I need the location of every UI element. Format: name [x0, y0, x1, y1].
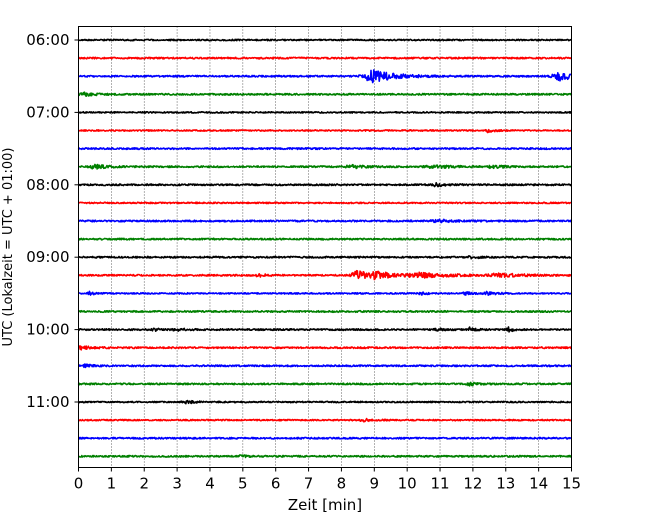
y-tick-label: 10:00: [26, 321, 69, 339]
trace-1130: [78, 436, 572, 440]
x-tick-label: 4: [205, 475, 215, 493]
trace-0900: [78, 255, 572, 260]
y-tick-label: 06:00: [26, 31, 69, 49]
x-tick-label: 5: [238, 475, 248, 493]
y-tick-label: 07:00: [26, 103, 69, 121]
trace-1045: [77, 381, 572, 387]
x-tick-label: 1: [107, 475, 117, 493]
trace-0915: [78, 269, 572, 281]
trace-0830: [78, 218, 573, 224]
seismic-traces: [77, 38, 573, 459]
trace-0815: [78, 201, 572, 205]
x-tick-label: 2: [139, 475, 149, 493]
x-tick-label: 13: [496, 475, 515, 493]
trace-0630: [78, 69, 572, 84]
x-tick-label: 11: [430, 475, 449, 493]
trace-0645: [78, 91, 573, 97]
trace-0600: [78, 38, 573, 42]
trace-0700: [78, 110, 573, 114]
x-tick-label: 7: [304, 475, 314, 493]
x-tick-label: 8: [337, 475, 347, 493]
trace-0715: [78, 128, 572, 134]
x-axis: 0 1 2 3 4 5 6 7 8 9 10 11 12 13 14 15: [74, 467, 581, 493]
trace-0800: [78, 181, 572, 188]
x-tick-label: 9: [370, 475, 380, 493]
trace-1115: [78, 417, 573, 423]
trace-0930: [78, 290, 573, 296]
x-tick-label: 3: [172, 475, 182, 493]
trace-0615: [78, 56, 572, 60]
x-tick-label: 15: [562, 475, 581, 493]
y-tick-label: 08:00: [26, 176, 69, 194]
x-tick-label: 0: [74, 475, 84, 493]
trace-1100: [78, 399, 572, 405]
y-tick-label: 09:00: [26, 248, 69, 266]
trace-1000: [78, 326, 572, 333]
trace-1145: [78, 454, 572, 459]
x-tick-label: 14: [529, 475, 548, 493]
trace-1030: [78, 363, 573, 369]
x-axis-label: Zeit [min]: [288, 496, 362, 514]
trace-0845: [78, 237, 573, 241]
trace-1015: [78, 345, 573, 351]
trace-0745: [78, 163, 573, 170]
y-axis: 06:00 07:00 08:00 09:00 10:00 11:00: [26, 31, 79, 411]
y-axis-label: UTC (Lokalzeit = UTC + 01:00): [1, 148, 16, 347]
trace-0730: [77, 147, 572, 151]
plot-frame: [78, 26, 572, 468]
y-tick-label: 11:00: [26, 393, 69, 411]
x-tick-label: 10: [398, 475, 417, 493]
x-tick-label: 6: [271, 475, 281, 493]
trace-0945: [78, 309, 572, 314]
x-tick-label: 12: [463, 475, 482, 493]
